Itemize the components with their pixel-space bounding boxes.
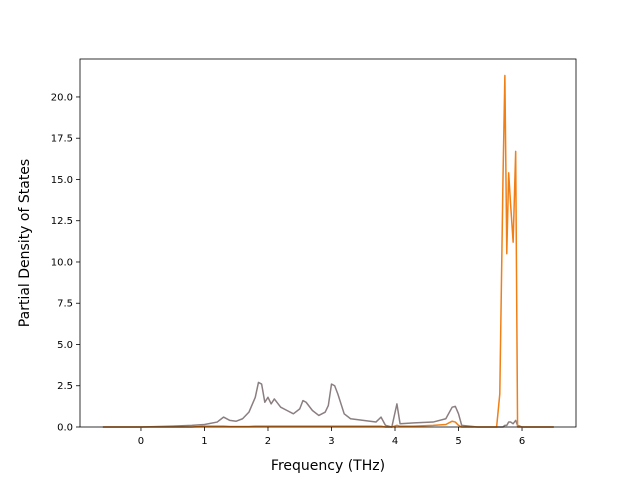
y-tick-label: 5.0 bbox=[57, 340, 73, 351]
y-axis-label: Partial Density of States bbox=[17, 159, 33, 327]
x-tick-label: 3 bbox=[328, 436, 334, 447]
series-line bbox=[102, 381, 554, 428]
y-tick-label: 7.5 bbox=[57, 299, 73, 310]
x-tick-label: 2 bbox=[265, 436, 271, 447]
y-tick-label: 20.0 bbox=[51, 92, 73, 103]
y-tick-label: 17.5 bbox=[51, 134, 73, 145]
x-tick-label: 6 bbox=[519, 436, 525, 447]
x-tick-label: 4 bbox=[392, 436, 398, 447]
plot-frame bbox=[79, 58, 577, 428]
y-tick-label: 12.5 bbox=[51, 216, 73, 227]
series-line bbox=[102, 74, 554, 428]
y-tick-label: 0.0 bbox=[57, 423, 73, 434]
y-tick-label: 2.5 bbox=[57, 381, 73, 392]
y-tick-label: 15.0 bbox=[51, 175, 73, 186]
x-tick-label: 1 bbox=[201, 436, 207, 447]
y-tick-label: 10.0 bbox=[51, 257, 73, 268]
x-tick-label: 5 bbox=[455, 436, 461, 447]
x-tick-label: 0 bbox=[138, 436, 144, 447]
x-axis-label: Frequency (THz) bbox=[271, 458, 385, 474]
